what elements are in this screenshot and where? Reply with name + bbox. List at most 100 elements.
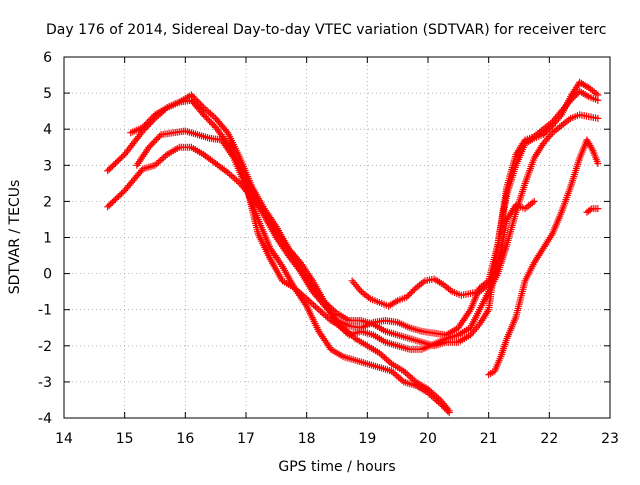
data-point — [190, 94, 198, 102]
y-tick-label: 0 — [43, 267, 52, 283]
data-point — [201, 112, 209, 120]
data-point — [349, 333, 357, 341]
data-point — [403, 370, 411, 378]
data-point — [323, 313, 331, 321]
data-point — [234, 178, 242, 186]
data-point — [545, 125, 553, 133]
y-axis-title: SDTVAR / TECUs — [7, 180, 23, 295]
x-tick-label: 17 — [237, 431, 255, 447]
data-point — [146, 142, 154, 150]
data-point — [317, 307, 325, 315]
data-point — [320, 297, 328, 305]
data-point — [110, 197, 118, 205]
data-point — [320, 310, 328, 318]
y-tick-label: 4 — [43, 122, 52, 138]
data-point — [108, 162, 116, 170]
data-point — [297, 290, 305, 298]
data-point — [292, 286, 300, 294]
x-tick-labels: 14 15 16 17 18 19 20 21 22 23 — [55, 431, 619, 447]
data-point — [544, 126, 552, 134]
data-point — [149, 139, 157, 147]
data-point — [384, 357, 392, 365]
data-point — [107, 200, 115, 208]
data-point — [119, 152, 127, 160]
data-point — [154, 158, 162, 166]
series-track-7 — [485, 136, 602, 379]
data-point — [107, 164, 115, 172]
data-point — [149, 112, 157, 120]
data-point — [339, 324, 347, 332]
data-point — [407, 289, 415, 297]
x-tick-label: 16 — [176, 431, 194, 447]
data-point — [382, 355, 390, 363]
series-track-6 — [348, 197, 538, 310]
data-point — [310, 301, 318, 309]
data-point — [195, 99, 203, 107]
data-point — [541, 129, 549, 137]
grid — [64, 57, 610, 418]
data-point — [427, 388, 435, 396]
data-point — [139, 123, 147, 131]
data-point — [433, 393, 441, 401]
data-point — [406, 290, 414, 298]
x-tick-label: 22 — [540, 431, 558, 447]
y-tick-labels: -4 -3 -2 -1 0 1 2 3 4 5 6 — [38, 50, 52, 427]
data-point — [401, 369, 409, 377]
data-point — [148, 114, 156, 122]
data-point — [151, 137, 159, 145]
y-tick-label: 1 — [43, 231, 52, 247]
x-tick-label: 14 — [55, 431, 73, 447]
data-point — [140, 122, 148, 130]
data-point — [145, 143, 153, 151]
data-point — [206, 117, 214, 125]
data-point — [104, 203, 112, 211]
data-point — [148, 140, 156, 148]
data-point — [206, 110, 214, 118]
data-point — [143, 119, 151, 127]
data-point — [322, 312, 330, 320]
data-point — [344, 328, 352, 336]
data-point — [381, 354, 389, 362]
data-point — [142, 120, 150, 128]
data-point — [114, 192, 122, 200]
data-point — [156, 132, 164, 140]
x-tick-label: 23 — [601, 431, 619, 447]
data-point — [303, 295, 311, 303]
data-point — [110, 161, 118, 169]
data-point — [445, 407, 453, 415]
data-point — [187, 91, 195, 99]
data-point — [375, 349, 383, 357]
data-point — [193, 97, 201, 105]
y-tick-label: -1 — [38, 303, 52, 319]
data-point — [207, 119, 215, 127]
data-point — [410, 286, 418, 294]
data-point — [209, 120, 217, 128]
data-point — [409, 287, 417, 295]
y-tick-label: 6 — [43, 50, 52, 66]
data-point — [153, 135, 161, 143]
data-point — [111, 195, 119, 203]
data-point — [200, 111, 208, 119]
data-point — [203, 114, 211, 122]
y-tick-label: -2 — [38, 339, 52, 355]
data-point — [594, 114, 602, 122]
data-point — [156, 157, 164, 165]
data-point — [539, 131, 547, 139]
data-point — [118, 190, 126, 198]
plot-marks — [104, 78, 602, 417]
tick-marks — [63, 56, 611, 419]
data-point — [407, 373, 415, 381]
data-point — [105, 165, 113, 173]
data-point — [232, 176, 240, 184]
data-point — [111, 159, 119, 167]
x-tick-label: 15 — [116, 431, 134, 447]
data-point — [113, 194, 121, 202]
x-tick-label: 20 — [419, 431, 437, 447]
data-point — [231, 175, 239, 183]
y-tick-label: 5 — [43, 86, 52, 102]
data-point — [145, 117, 153, 125]
data-point — [311, 303, 319, 311]
y-tick-label: 3 — [43, 158, 52, 174]
